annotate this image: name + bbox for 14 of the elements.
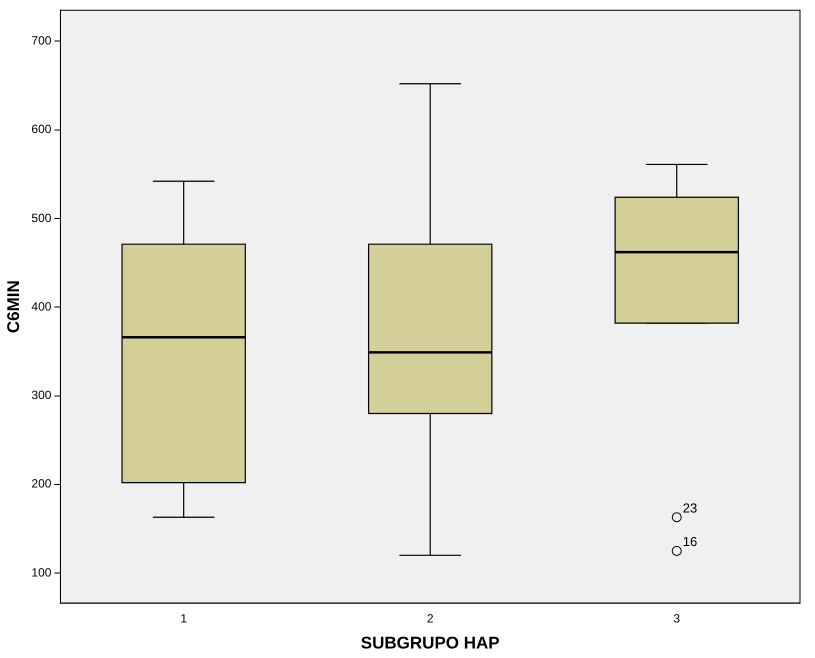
- y-tick-label: 700: [31, 34, 52, 48]
- y-tick-label: 600: [31, 122, 52, 136]
- y-tick-label: 100: [31, 565, 52, 580]
- annotation: 23: [682, 500, 698, 516]
- y-tick-label: 500: [31, 210, 52, 225]
- y-axis-title: C6MIN: [4, 280, 23, 334]
- x-tick-label: 1: [180, 612, 188, 626]
- x-axis-title: SUBGRUPO HAP: [360, 633, 500, 652]
- x-tick-label: 2: [426, 612, 434, 626]
- annotation: 16: [682, 534, 698, 549]
- y-tick-label: 200: [31, 476, 52, 491]
- x-tick-label: 3: [673, 612, 680, 626]
- y-tick-label: 300: [31, 388, 52, 402]
- y-tick-label: 400: [31, 299, 52, 314]
